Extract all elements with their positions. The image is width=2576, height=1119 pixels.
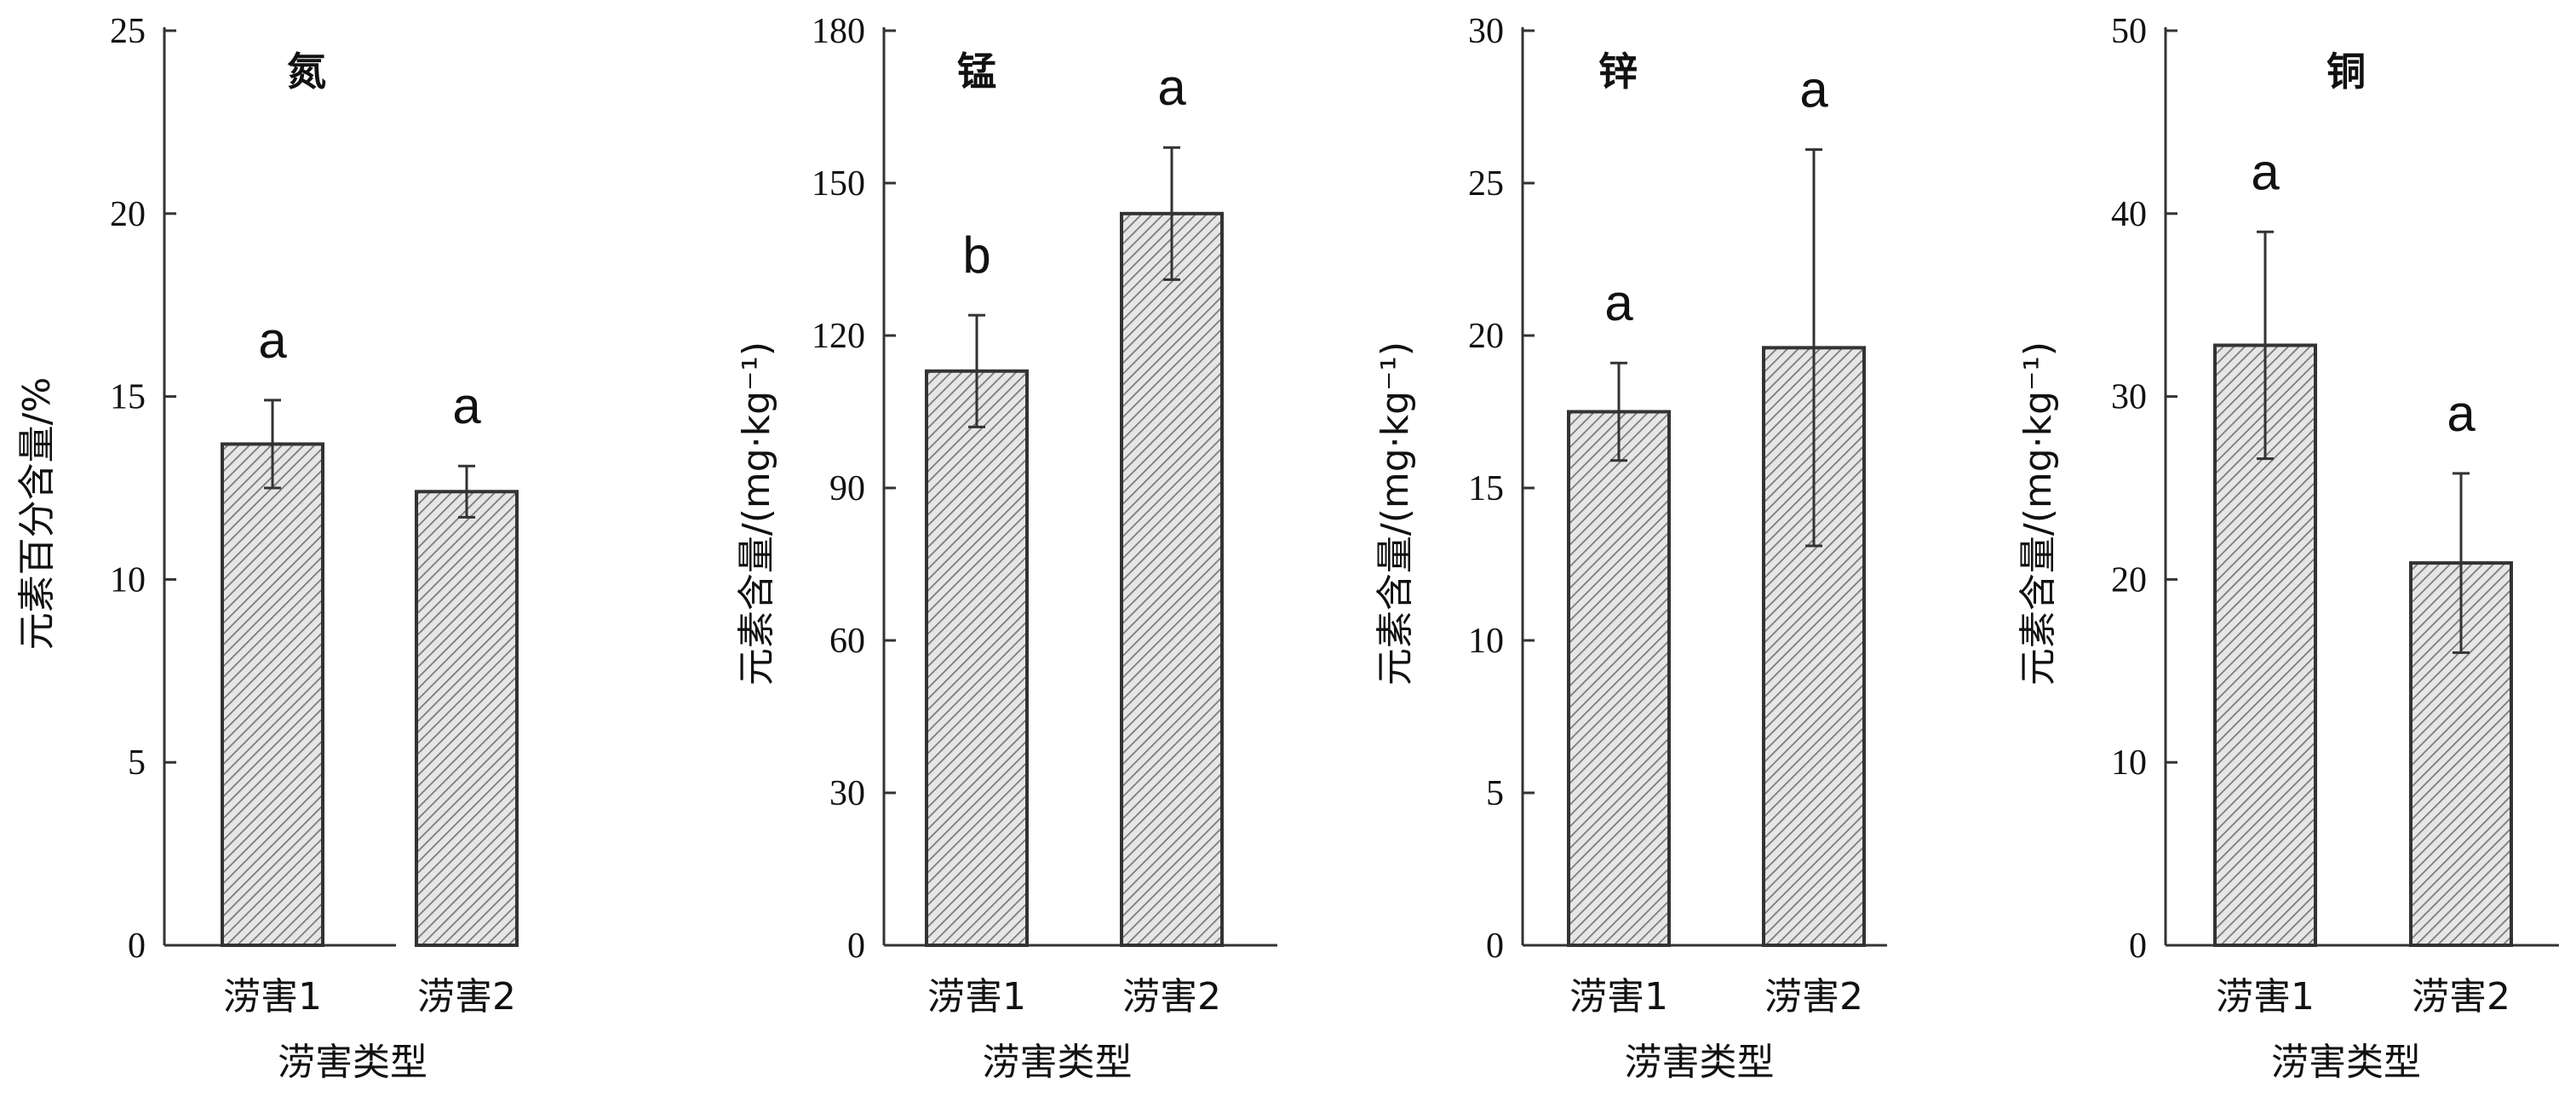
- y-tick-label: 60: [829, 622, 865, 661]
- y-tick-label: 0: [128, 927, 146, 966]
- y-tick-label: 150: [812, 164, 865, 204]
- category-label: 涝害1: [223, 975, 322, 1019]
- x-axis-label: 涝害类型: [278, 1041, 427, 1084]
- x-axis-label: 涝害类型: [2271, 1041, 2421, 1084]
- significance-label: a: [2447, 385, 2476, 442]
- panel-title: 锰: [957, 49, 996, 95]
- bar: [925, 369, 1029, 947]
- y-axis-label: 元素含量/(mg·kg⁻¹): [2017, 341, 2060, 686]
- chart-panel-2: 0 30 60 90 120 150 180 元素含量/(mg·kg⁻¹) 锰 b 涝害1 a 涝害2 涝…: [735, 12, 1277, 1084]
- chart-panel-3: 0 5 10 15 20 25 30 元素含量/(mg·kg⁻¹) 锌 a 涝害1 a 涝害2 涝害类型: [1374, 12, 1887, 1084]
- y-tick-label: 20: [2111, 560, 2147, 600]
- category-label: 涝害2: [1122, 975, 1221, 1019]
- panel-title: 锌: [1598, 49, 1638, 95]
- y-tick-label: 15: [1468, 469, 1504, 508]
- bar: [1567, 410, 1671, 947]
- category-label: 涝害1: [927, 975, 1026, 1019]
- bar: [415, 490, 519, 947]
- bar: [221, 442, 324, 947]
- y-axis-label: 元素含量/(mg·kg⁻¹): [1374, 341, 1417, 686]
- y-tick-label: 30: [2111, 378, 2147, 417]
- bar: [1120, 211, 1224, 948]
- significance-label: a: [1799, 61, 1828, 118]
- y-tick-label: 20: [1468, 317, 1504, 356]
- significance-label: a: [1604, 274, 1633, 331]
- y-tick-label: 180: [812, 12, 865, 51]
- category-label: 涝害1: [1569, 975, 1668, 1019]
- category-label: 涝害2: [2412, 975, 2510, 1019]
- y-tick-label: 50: [2111, 12, 2147, 51]
- chart-panel-1: 0 5 10 15 20 25 元素百分含量/% 氮 a 涝害1 a 涝害2 涝害类型: [15, 12, 519, 1084]
- y-tick-label: 90: [829, 469, 865, 508]
- y-tick-label: 0: [2129, 927, 2147, 966]
- category-label: 涝害2: [1764, 975, 1863, 1019]
- category-label: 涝害2: [417, 975, 516, 1019]
- y-tick-label: 30: [1468, 12, 1504, 51]
- x-axis-label: 涝害类型: [1625, 1041, 1775, 1084]
- significance-label: a: [1157, 59, 1186, 116]
- significance-label: b: [962, 227, 990, 284]
- y-tick-label: 30: [829, 774, 865, 813]
- y-tick-label: 25: [1468, 164, 1504, 204]
- significance-label: a: [2251, 143, 2280, 200]
- y-tick-label: 25: [110, 12, 146, 51]
- y-axis-label: 元素含量/(mg·kg⁻¹): [735, 341, 778, 686]
- panel-title: 铜: [2326, 49, 2366, 95]
- y-tick-label: 0: [1486, 927, 1504, 966]
- y-axis-label: 元素百分含量/%: [15, 377, 59, 651]
- significance-label: a: [452, 377, 481, 434]
- x-axis-label: 涝害类型: [983, 1041, 1133, 1084]
- y-tick-label: 0: [847, 927, 865, 966]
- y-tick-label: 5: [128, 743, 146, 783]
- y-tick-label: 20: [110, 195, 146, 234]
- y-tick-label: 15: [110, 378, 146, 417]
- significance-label: a: [258, 312, 287, 369]
- y-tick-label: 10: [2111, 743, 2147, 783]
- panel-title: 氮: [287, 49, 326, 95]
- y-tick-label: 10: [110, 560, 146, 600]
- y-tick-label: 40: [2111, 195, 2147, 234]
- chart-panel-4: 0 10 20 30 40 50 元素含量/(mg·kg⁻¹) 铜 a 涝害1 a 涝害2 涝害类型: [2017, 12, 2559, 1084]
- y-tick-label: 120: [812, 317, 865, 356]
- y-tick-label: 10: [1468, 622, 1504, 661]
- y-tick-label: 5: [1486, 774, 1504, 813]
- category-label: 涝害1: [2216, 975, 2315, 1019]
